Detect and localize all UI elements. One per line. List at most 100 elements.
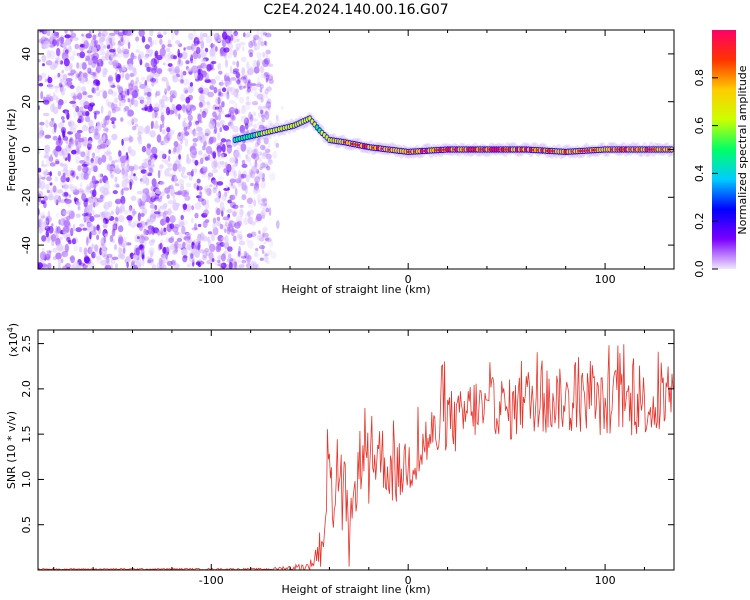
noise-speckle: [226, 93, 231, 101]
noise-speckle: [248, 111, 252, 120]
noise-speckle: [87, 67, 92, 74]
noise-speckle: [116, 206, 123, 215]
noise-speckle: [103, 205, 107, 209]
noise-speckle: [44, 78, 48, 83]
noise-speckle: [264, 204, 271, 209]
noise-speckle: [113, 61, 119, 68]
noise-speckle: [118, 215, 125, 223]
noise-speckle: [238, 169, 242, 178]
noise-speckle: [241, 159, 246, 165]
noise-speckle: [91, 175, 96, 185]
noise-speckle: [170, 31, 175, 41]
snr-y-multiplier-base: (x10: [7, 332, 20, 357]
noise-speckle: [102, 90, 108, 99]
noise-speckle: [216, 132, 221, 141]
noise-speckle: [212, 168, 219, 174]
noise-speckle: [52, 61, 59, 69]
noise-speckle: [75, 140, 82, 150]
noise-speckle: [253, 34, 260, 41]
noise-speckle: [68, 194, 72, 198]
noise-speckle: [120, 94, 126, 101]
noise-speckle: [202, 32, 208, 38]
noise-speckle: [64, 30, 68, 34]
snr-y-multiplier-close: ): [7, 323, 20, 327]
noise-speckle: [216, 208, 221, 216]
noise-speckle: [96, 62, 100, 67]
noise-speckle: [181, 248, 188, 257]
noise-speckle: [161, 213, 167, 220]
noise-speckle: [104, 257, 111, 266]
noise-speckle: [203, 185, 210, 195]
noise-speckle: [239, 208, 244, 218]
noise-speckle: [194, 249, 200, 258]
noise-speckle: [48, 156, 54, 162]
noise-speckle: [140, 76, 146, 81]
noise-speckle: [83, 124, 87, 128]
noise-speckle: [225, 35, 231, 44]
noise-speckle: [65, 198, 72, 204]
noise-speckle: [221, 194, 227, 202]
noise-speckle: [38, 218, 44, 226]
noise-speckle: [275, 114, 279, 122]
noise-speckle: [54, 149, 59, 158]
noise-speckle: [212, 227, 219, 236]
noise-speckle: [205, 188, 211, 193]
noise-speckle: [99, 247, 103, 256]
noise-speckle: [248, 40, 254, 49]
noise-speckle: [197, 223, 202, 228]
noise-speckle: [222, 30, 227, 33]
noise-speckle: [194, 202, 202, 210]
noise-speckle: [252, 111, 257, 117]
noise-speckle: [140, 233, 146, 239]
noise-speckle: [125, 256, 132, 263]
noise-speckle: [62, 265, 68, 269]
noise-speckle: [86, 66, 91, 72]
noise-speckle: [64, 65, 70, 72]
noise-speckle: [108, 91, 113, 95]
noise-speckle: [101, 88, 105, 94]
noise-speckle: [247, 204, 253, 209]
noise-speckle: [124, 87, 128, 95]
noise-speckle: [260, 202, 268, 207]
noise-speckle: [237, 250, 241, 257]
noise-speckle: [207, 172, 214, 178]
noise-speckle: [81, 36, 88, 44]
noise-speckle: [41, 54, 47, 63]
noise-speckle: [103, 128, 109, 132]
noise-speckle: [194, 159, 199, 166]
noise-speckle: [69, 136, 74, 144]
noise-speckle: [171, 43, 175, 47]
noise-speckle: [236, 60, 240, 68]
noise-speckle: [201, 58, 207, 63]
noise-speckle: [75, 213, 81, 218]
noise-speckle: [265, 237, 272, 243]
noise-speckle: [147, 143, 151, 150]
noise-speckle: [146, 91, 152, 97]
noise-speckle: [155, 120, 158, 126]
noise-speckle: [150, 239, 156, 243]
noise-speckle: [241, 259, 246, 264]
noise-speckle: [217, 151, 223, 161]
noise-speckle: [53, 123, 58, 129]
noise-speckle: [78, 115, 84, 123]
noise-speckle: [132, 125, 137, 131]
noise-speckle: [181, 166, 186, 175]
noise-speckle: [180, 184, 185, 192]
noise-speckle: [154, 50, 159, 57]
noise-speckle: [213, 128, 217, 135]
noise-speckle: [227, 223, 234, 232]
noise-speckle: [266, 98, 272, 105]
noise-speckle: [63, 191, 69, 197]
noise-speckle: [54, 158, 60, 164]
noise-speckle: [177, 48, 180, 58]
noise-speckle: [215, 244, 222, 253]
noise-speckle: [48, 93, 51, 97]
noise-speckle: [230, 182, 234, 187]
noise-speckle: [110, 164, 116, 168]
colorbar-ticks: 0.0 0.2 0.4 0.6 0.8: [693, 69, 718, 278]
noise-speckle: [41, 235, 47, 242]
noise-speckle: [118, 38, 125, 46]
noise-speckle: [204, 79, 212, 84]
noise-speckle: [140, 201, 145, 206]
noise-speckle: [225, 221, 228, 227]
